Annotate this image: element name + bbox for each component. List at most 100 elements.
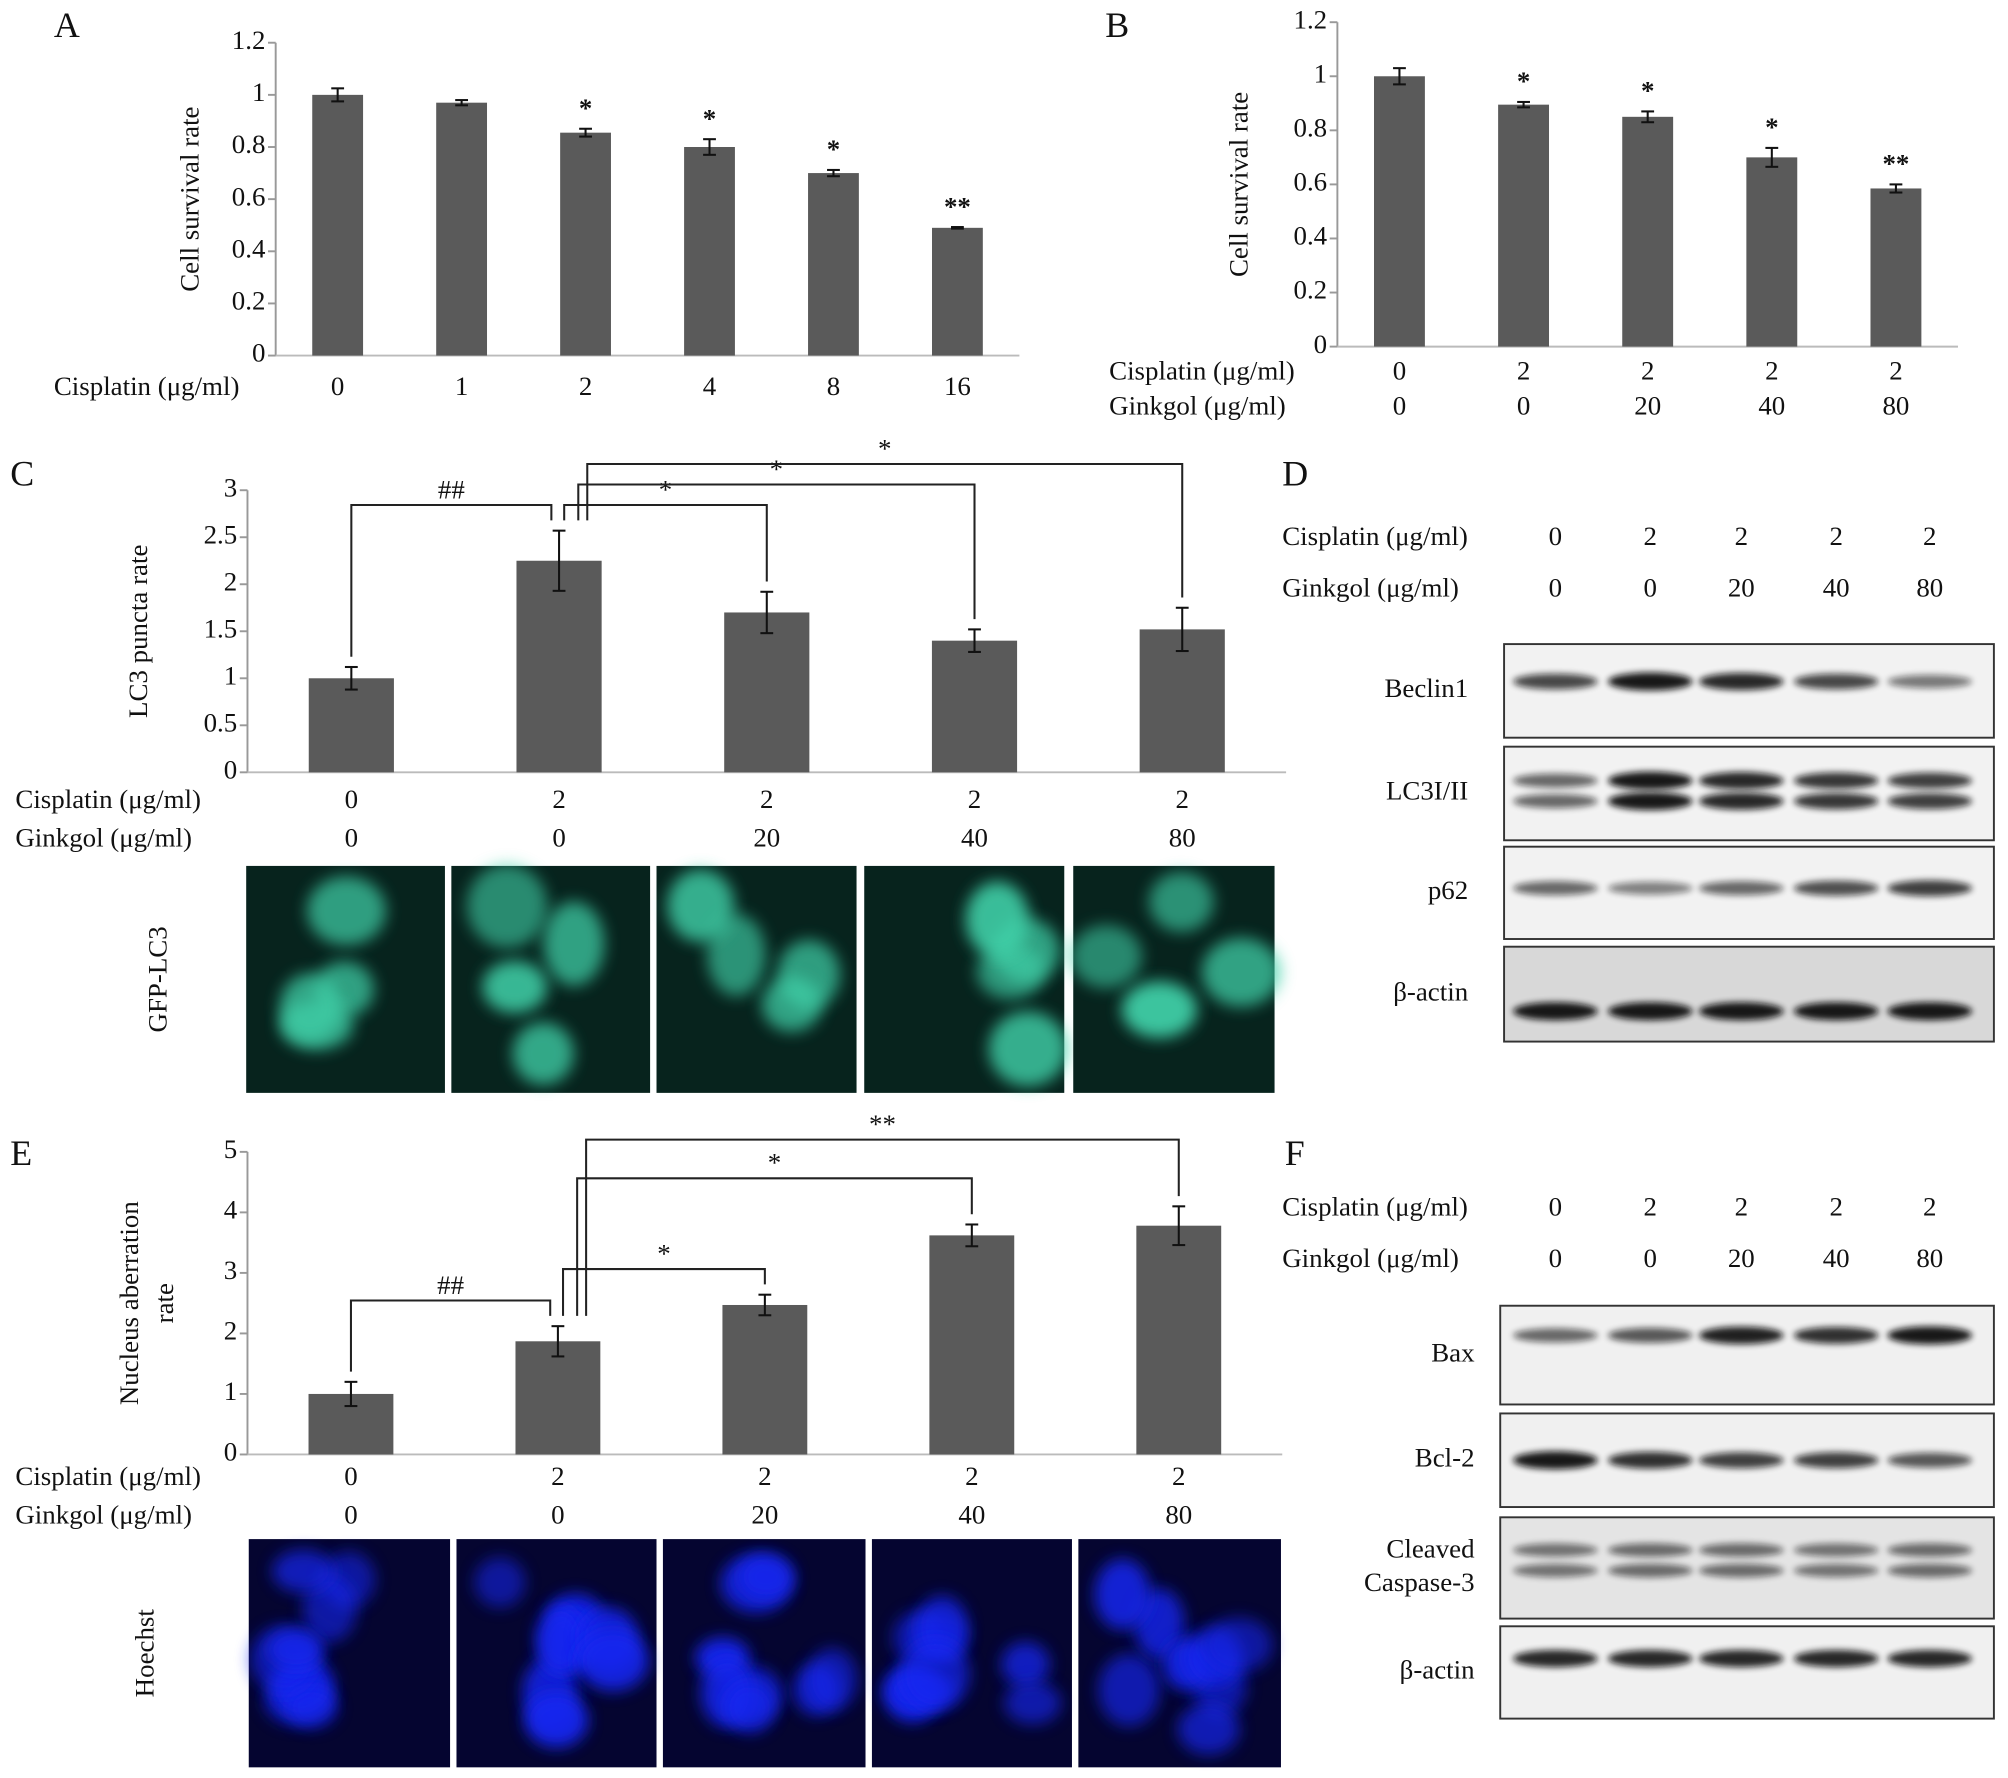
x-tick-label: 2 <box>1765 356 1778 386</box>
blot-band <box>1793 1452 1879 1469</box>
comparison-label: ## <box>437 1270 464 1300</box>
cell <box>738 1553 795 1600</box>
cell <box>707 914 766 996</box>
lane-label: 2 <box>1923 521 1936 551</box>
x-tick-label: 40 <box>961 822 988 852</box>
error-bar <box>951 226 964 230</box>
x-tick-label: 2 <box>1641 356 1654 386</box>
y-tick-label: 0 <box>252 338 265 368</box>
blot-band <box>1698 1543 1784 1557</box>
lane-label: 2 <box>1829 521 1842 551</box>
panel-letter: E <box>10 1133 32 1173</box>
x-axis-label: Cisplatin (μg/ml) <box>1109 356 1295 386</box>
image-label: Hoechst <box>130 1609 160 1698</box>
y-tick-label: 0.8 <box>232 129 266 159</box>
lane-label: 0 <box>1549 572 1562 602</box>
x-tick-label: 0 <box>345 784 358 814</box>
significance-marker: ** <box>944 191 971 221</box>
blot-band <box>1513 1002 1598 1021</box>
error-bar <box>1641 110 1655 124</box>
lane-row-label: Ginkgol (μg/ml) <box>1282 572 1459 602</box>
x-tick-label: 1 <box>455 371 468 401</box>
cell <box>900 1638 970 1711</box>
blot-band <box>1698 1452 1784 1469</box>
cell <box>272 1549 335 1593</box>
cell <box>524 1692 589 1748</box>
y-tick-label: 2.5 <box>204 519 238 549</box>
panel-letter: B <box>1105 5 1129 45</box>
cell <box>761 976 822 1032</box>
y-tick-label: 0 <box>224 754 237 784</box>
bar <box>684 147 735 356</box>
error-bar <box>1517 100 1530 109</box>
blot-band <box>1607 792 1693 811</box>
comparison-bracket <box>577 483 976 620</box>
blot-band <box>1607 1543 1693 1557</box>
blot-band <box>1793 1543 1879 1557</box>
image-label: GFP-LC3 <box>142 926 172 1032</box>
x-tick-label: 2 <box>1176 784 1189 814</box>
blot-band <box>1513 1328 1598 1343</box>
lane-label: 2 <box>1644 1192 1657 1222</box>
y-axis-label: Cell survival rate <box>175 106 205 291</box>
x-tick-label: 2 <box>551 1461 564 1491</box>
x-tick-label: 2 <box>1517 356 1530 386</box>
blot-band <box>1513 773 1598 788</box>
x-tick-label: 0 <box>1393 356 1406 386</box>
comparison-label: * <box>657 1238 670 1268</box>
cell <box>279 973 341 1042</box>
error-bar <box>344 665 358 691</box>
x-tick-label: 0 <box>1517 390 1530 420</box>
bar <box>722 1304 808 1455</box>
x-tick-label: 0 <box>344 1461 357 1491</box>
blot-band <box>1698 1326 1784 1345</box>
lane-row-label: Ginkgol (μg/ml) <box>1282 1243 1459 1273</box>
blot-band <box>1607 771 1693 790</box>
band-label: p62 <box>1428 875 1468 905</box>
comparison-bracket <box>585 1138 1180 1316</box>
blot-band <box>1698 1650 1784 1668</box>
cell <box>577 1630 649 1692</box>
error-bar <box>1765 146 1779 168</box>
y-tick-label: 0 <box>224 1437 237 1467</box>
comparison-bracket <box>562 1268 766 1316</box>
y-tick-label: 4 <box>224 1195 238 1225</box>
x-tick-label: 2 <box>968 784 981 814</box>
panel-letter: A <box>54 5 80 45</box>
x-tick-label: 0 <box>1393 390 1406 420</box>
blot-band <box>1793 673 1879 690</box>
x-tick-label: 80 <box>1165 1499 1192 1529</box>
blot-band <box>1793 772 1879 789</box>
comparison-bracket <box>586 462 1184 598</box>
x-tick-label: 2 <box>965 1461 978 1491</box>
y-tick-label: 1 <box>224 1376 237 1406</box>
error-bar <box>1172 1205 1186 1247</box>
y-tick-label: 1 <box>1314 58 1327 88</box>
lane-row-label: Cisplatin (μg/ml) <box>1282 1192 1468 1222</box>
lane-label: 2 <box>1644 521 1657 551</box>
significance-marker: * <box>1765 112 1778 142</box>
bar <box>808 173 859 356</box>
blot-band <box>1887 1563 1973 1578</box>
cell <box>1204 1617 1273 1673</box>
comparison-bracket <box>350 503 553 657</box>
x-tick-label: 20 <box>751 1499 778 1529</box>
comparison-bracket <box>576 1177 973 1316</box>
error-bar <box>344 1380 358 1408</box>
blot-band <box>1887 1650 1973 1668</box>
x-tick-label: 0 <box>344 1499 357 1529</box>
x-tick-label: 40 <box>958 1499 985 1529</box>
error-bar <box>968 628 981 653</box>
x-tick-label: 40 <box>1758 390 1785 420</box>
cell <box>1001 1641 1050 1688</box>
error-bar <box>331 87 345 103</box>
y-tick-label: 0.2 <box>232 286 266 316</box>
error-bar <box>455 99 469 107</box>
x-axis-label: Cisplatin (μg/ml) <box>15 784 201 814</box>
x-tick-label: 0 <box>345 822 358 852</box>
y-tick-label: 0.5 <box>204 707 238 737</box>
lane-label: 2 <box>1735 1192 1748 1222</box>
error-bar <box>552 529 566 592</box>
cell <box>474 1557 526 1608</box>
x-tick-label: 2 <box>758 1461 771 1491</box>
